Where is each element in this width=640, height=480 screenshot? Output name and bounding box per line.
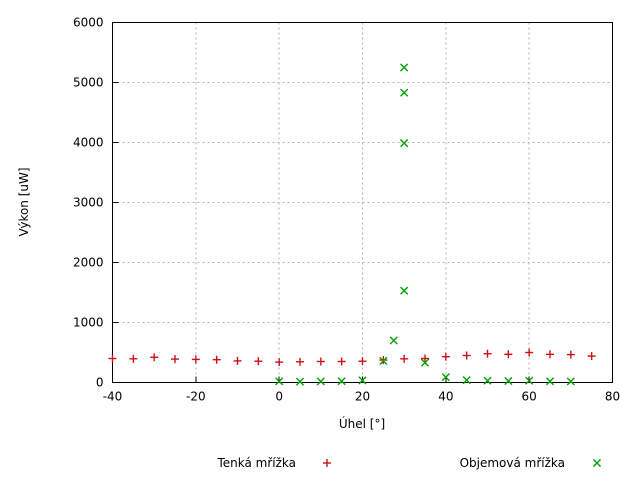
data-point bbox=[545, 377, 555, 386]
data-point bbox=[358, 357, 367, 366]
data-point bbox=[358, 376, 367, 385]
series-objemova-mrizka bbox=[275, 63, 575, 386]
x-axis-title: Úhel [°] bbox=[339, 416, 385, 431]
y-axis-tick-labels: 0 1000 2000 3000 4000 5000 6000 bbox=[73, 16, 104, 390]
data-point bbox=[441, 373, 450, 382]
data-point bbox=[566, 377, 575, 386]
data-point bbox=[566, 350, 575, 359]
data-point bbox=[275, 377, 284, 386]
legend-marker-tenka-mrizka bbox=[323, 459, 331, 467]
data-point bbox=[587, 352, 596, 361]
data-point bbox=[483, 376, 492, 385]
y-tick-label: 5000 bbox=[73, 76, 104, 90]
data-point bbox=[441, 352, 450, 361]
x-axis-tick-labels: -40 -20 0 20 40 60 80 bbox=[103, 390, 620, 404]
data-point bbox=[150, 353, 159, 362]
data-point bbox=[316, 377, 325, 386]
data-point bbox=[400, 354, 409, 363]
data-point bbox=[171, 355, 179, 364]
legend-plus-icon bbox=[323, 459, 331, 467]
y-tick-label: 2000 bbox=[73, 256, 104, 270]
data-point bbox=[400, 63, 409, 72]
data-point bbox=[420, 358, 430, 367]
series-tenka-mrizka bbox=[108, 348, 596, 367]
y-tick-label: 4000 bbox=[73, 136, 104, 150]
y-tick-label: 0 bbox=[96, 376, 104, 390]
x-tick-label: 60 bbox=[522, 390, 537, 404]
data-point bbox=[233, 356, 242, 365]
data-point bbox=[421, 354, 429, 363]
x-tick-label: 20 bbox=[355, 390, 370, 404]
data-point bbox=[525, 348, 534, 357]
data-point bbox=[389, 336, 398, 345]
legend-label-objemova-mrizka: Objemová mřížka bbox=[460, 456, 565, 470]
data-point bbox=[129, 354, 138, 363]
data-point bbox=[254, 357, 263, 366]
data-point bbox=[316, 357, 325, 366]
data-point bbox=[337, 377, 346, 386]
plot-frame bbox=[112, 22, 613, 383]
data-point bbox=[400, 286, 409, 295]
x-tick-label: -40 bbox=[103, 390, 123, 404]
data-point bbox=[483, 349, 492, 358]
data-point bbox=[525, 376, 534, 385]
data-point bbox=[212, 355, 221, 364]
x-tick-label: -20 bbox=[186, 390, 206, 404]
data-point bbox=[275, 358, 284, 367]
x-tick-label: 0 bbox=[275, 390, 283, 404]
y-axis-title: Výkon [uW] bbox=[17, 167, 31, 236]
x-tick-label: 80 bbox=[605, 390, 620, 404]
legend: Tenká mřížka Objemová mřížka bbox=[216, 456, 602, 470]
gridlines bbox=[112, 22, 613, 383]
legend-marker-objemova-mrizka bbox=[592, 458, 602, 468]
data-point bbox=[462, 351, 471, 360]
data-points-layer bbox=[108, 63, 596, 386]
data-point bbox=[504, 376, 513, 386]
data-point bbox=[400, 139, 409, 148]
data-point bbox=[379, 356, 388, 365]
legend-label-tenka-mrizka: Tenká mřížka bbox=[216, 456, 296, 470]
data-point bbox=[296, 357, 304, 366]
y-tick-label: 1000 bbox=[73, 316, 104, 330]
data-point bbox=[462, 376, 471, 385]
data-point bbox=[337, 357, 346, 366]
y-tick-label: 6000 bbox=[73, 16, 104, 30]
data-point bbox=[191, 355, 200, 364]
data-point bbox=[400, 88, 409, 97]
y-tick-label: 3000 bbox=[73, 196, 104, 210]
data-point bbox=[504, 350, 513, 359]
data-point bbox=[546, 350, 554, 359]
data-point bbox=[108, 354, 117, 363]
x-tick-label: 40 bbox=[438, 390, 453, 404]
legend-cross-icon bbox=[592, 458, 602, 468]
data-point bbox=[295, 377, 305, 386]
